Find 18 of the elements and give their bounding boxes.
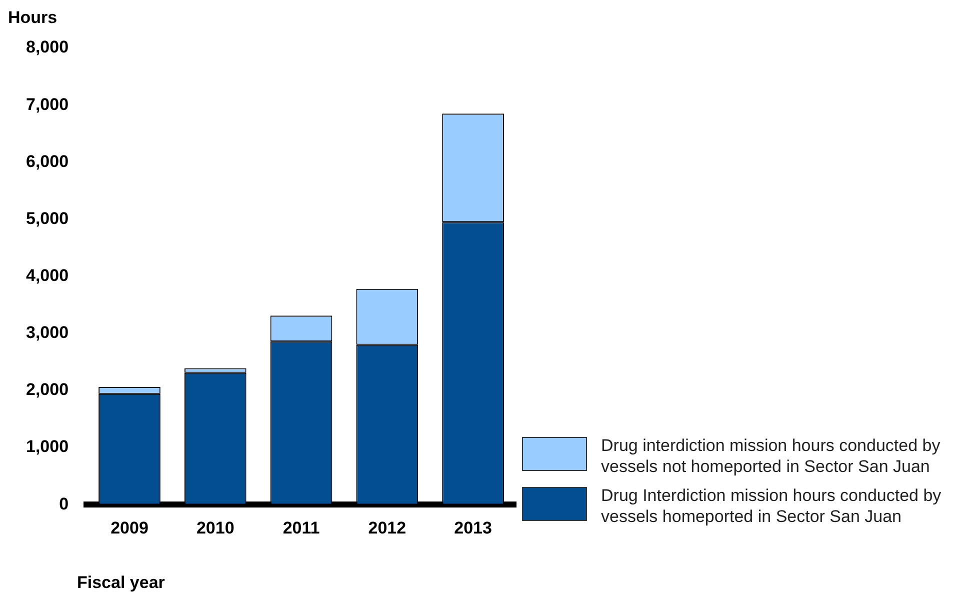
x-tick-label: 2011	[282, 518, 320, 538]
y-tick-label: 5,000	[26, 208, 69, 228]
x-tick-label: 2012	[368, 518, 406, 538]
x-tick-label: 2013	[454, 518, 492, 538]
y-tick-label: 1,000	[26, 437, 69, 456]
legend-label: Drug Interdiction mission hours conducted by vessels homeported in Sector San Juan	[601, 485, 942, 527]
y-tick-label: 7,000	[26, 94, 69, 114]
y-tick-label: 2,000	[26, 380, 69, 400]
y-tick-label: 8,000	[26, 38, 69, 57]
x-tick-label: 2010	[196, 518, 234, 538]
x-tick-label: 2009	[110, 518, 148, 538]
x-axis-title: Fiscal year	[77, 573, 165, 593]
y-tick-label: 6,000	[26, 152, 69, 171]
y-tick-label: 0	[59, 494, 69, 514]
legend-label: Drug interdiction mission hours conducted by vessels not homeported in Sector San Juan	[601, 435, 942, 477]
y-tick-label: 3,000	[26, 323, 69, 342]
y-tick-label: 4,000	[26, 266, 69, 285]
y-axis-title: Hours	[8, 8, 58, 28]
